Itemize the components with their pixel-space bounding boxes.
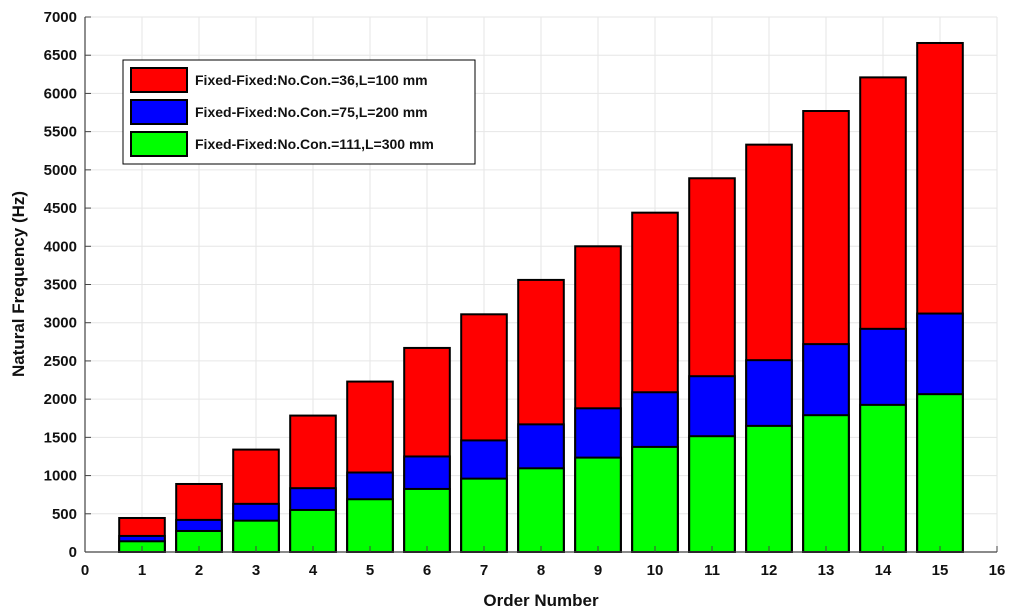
legend-swatch-1 [130,67,188,93]
y-tick-label: 6500 [44,47,77,64]
y-tick-label: 2500 [44,353,77,370]
y-tick-label: 2000 [44,391,77,408]
y-tick-label: 0 [69,544,77,561]
x-tick-label: 8 [537,562,545,579]
x-tick-label: 14 [875,562,892,579]
x-tick-label: 15 [932,562,949,579]
x-tick-label: 3 [252,562,260,579]
y-tick-label: 3000 [44,315,77,332]
y-tick-label: 6000 [44,85,77,102]
legend-label-3: Fixed-Fixed:No.Con.=111,L=300 mm [195,136,434,152]
y-tick-label: 4500 [44,200,77,217]
x-tick-label: 2 [195,562,203,579]
legend-swatch-2 [130,99,188,125]
y-tick-label: 7000 [44,9,77,26]
x-tick-label: 9 [594,562,602,579]
bar-series-3-order-12 [745,424,793,553]
legend-label-1: Fixed-Fixed:No.Con.=36,L=100 mm [195,72,428,88]
x-tick-label: 16 [989,562,1006,579]
bar-series-3-order-15 [916,393,964,553]
legend: Fixed-Fixed:No.Con.=36,L=100 mm Fixed-Fix… [122,59,476,165]
x-tick-label: 13 [818,562,835,579]
y-axis-title: Natural Frequency (Hz) [9,191,28,377]
x-tick-label: 5 [366,562,374,579]
bar-series-3-order-13 [802,414,850,554]
y-tick-label: 5000 [44,162,77,179]
bar-series-3-order-5 [346,498,394,553]
bar-series-3-order-6 [403,487,451,554]
axes [84,16,998,553]
x-tick-label: 7 [480,562,488,579]
x-tick-label: 10 [647,562,664,579]
bar-series-3-order-8 [517,467,565,553]
x-tick-label: 0 [81,562,89,579]
y-tick-label: 5500 [44,124,77,141]
x-tick-label: 12 [761,562,778,579]
y-tick-label: 3500 [44,277,77,294]
x-axis-title: Order Number [483,591,599,610]
bar-series-3-order-11 [688,435,736,554]
y-tick-label: 1000 [44,468,77,485]
bar-series-3-order-9 [574,456,622,553]
bar-series-3-order-7 [460,477,508,553]
legend-swatch-3 [130,131,188,157]
y-tick-label: 4000 [44,238,77,255]
x-tick-label: 4 [309,562,318,579]
bar-series-3-order-14 [859,403,907,553]
bar-series-3-order-4 [289,508,337,554]
bars [118,41,964,554]
x-tick-label: 11 [704,562,720,579]
legend-label-2: Fixed-Fixed:No.Con.=75,L=200 mm [195,104,428,120]
tick-labels: 0 1 2 3 4 5 6 7 8 9 10 11 12 13 14 15 160500100015002000… [44,9,1006,579]
y-tick-label: 500 [52,506,77,523]
bar-series-3-order-10 [631,445,679,553]
x-tick-label: 6 [423,562,431,579]
y-tick-label: 1500 [44,429,77,446]
x-tick-label: 1 [138,562,146,579]
